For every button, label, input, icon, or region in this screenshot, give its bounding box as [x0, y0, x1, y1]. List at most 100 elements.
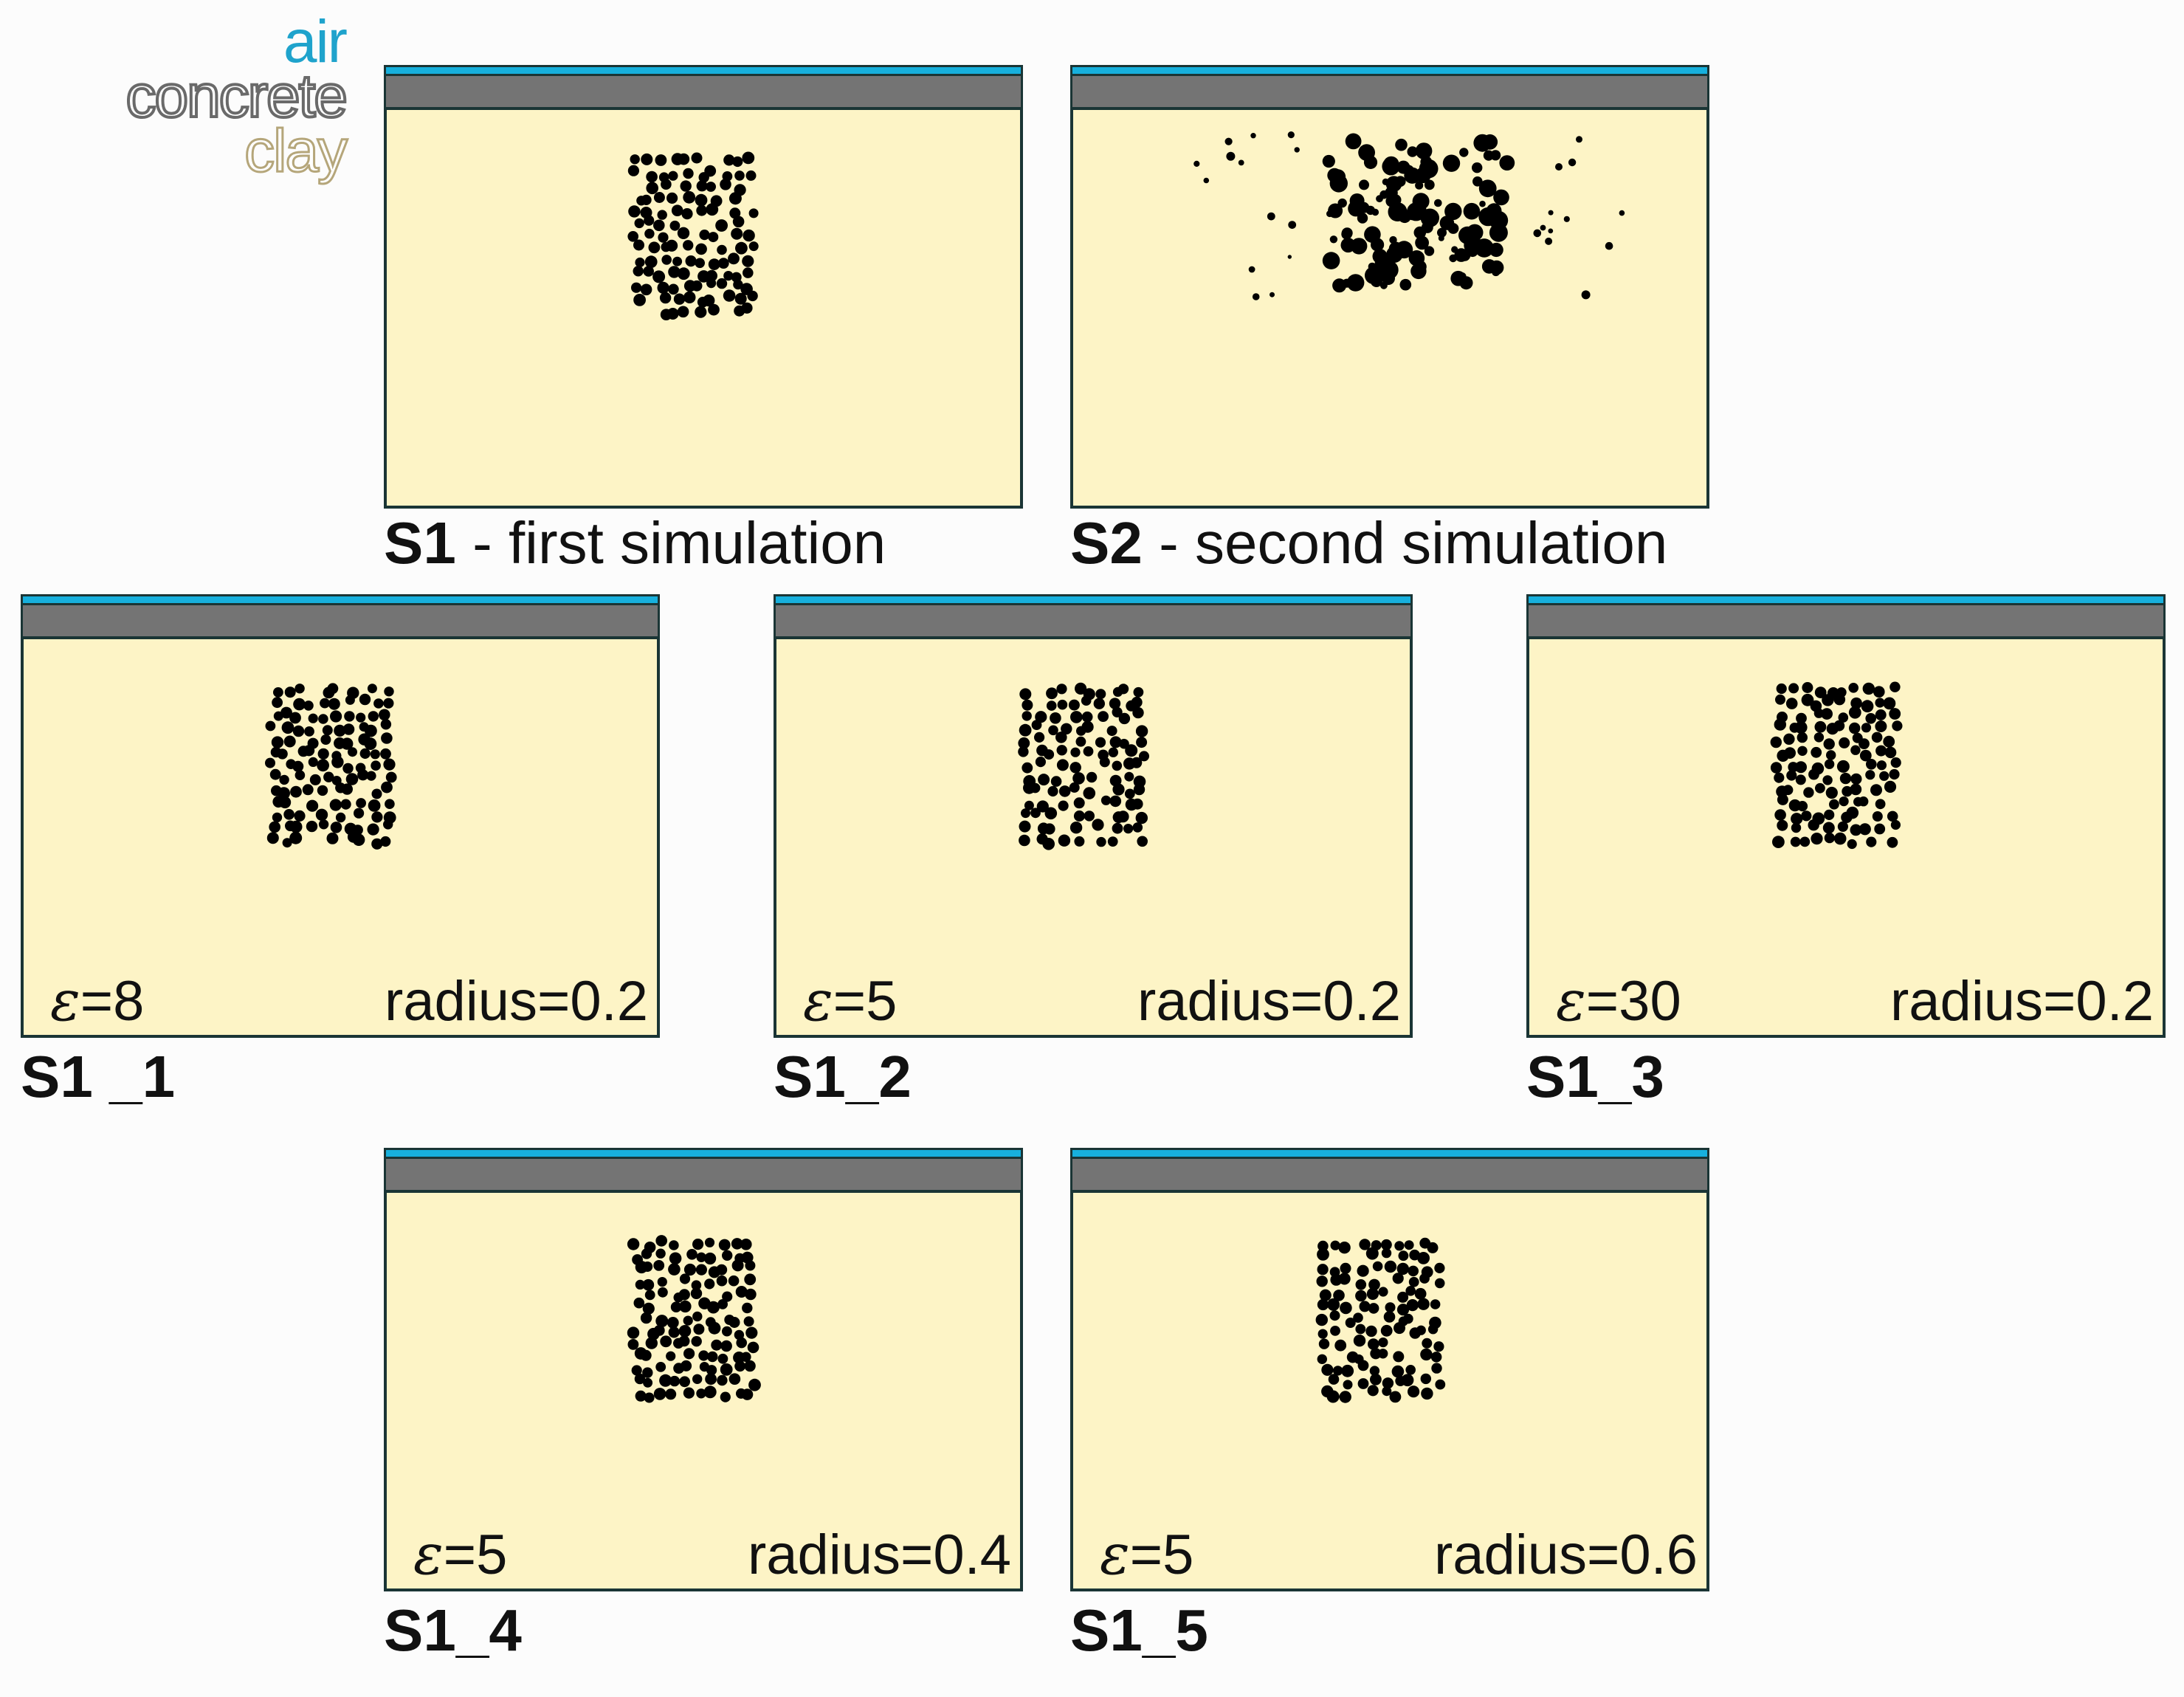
particle: [292, 760, 304, 772]
particle: [1328, 1374, 1340, 1385]
particle: [633, 266, 644, 277]
concrete-layer: [1070, 76, 1709, 107]
epsilon-value: =30: [1585, 970, 1681, 1033]
particle: [1408, 1265, 1419, 1277]
clay-layer: [21, 636, 660, 1038]
particle: [1884, 746, 1897, 759]
particle: [1034, 732, 1045, 743]
particle: [743, 267, 754, 278]
particle: [1048, 725, 1058, 736]
particle: [1333, 1290, 1345, 1301]
particle: [706, 1365, 717, 1376]
particle: [1833, 720, 1845, 732]
particle: [668, 1326, 680, 1338]
particle: [1775, 694, 1785, 705]
particle: [1825, 786, 1838, 799]
particle: [1136, 737, 1148, 748]
particle: [1123, 824, 1134, 834]
particle: [1315, 1313, 1328, 1326]
particle: [659, 292, 672, 304]
particle: [1489, 242, 1503, 258]
particle: [371, 760, 381, 771]
particle: [1193, 160, 1200, 167]
particle: [356, 712, 366, 723]
particle: [306, 820, 318, 833]
particle: [677, 306, 689, 318]
particle: [1801, 693, 1814, 706]
particle: [1540, 224, 1546, 231]
particle: [1069, 782, 1080, 793]
particle: [670, 1301, 682, 1312]
particle: [383, 758, 396, 771]
particle: [660, 1335, 672, 1348]
particle: [329, 799, 342, 811]
particle: [706, 278, 717, 289]
particle: [685, 255, 697, 267]
particle: [1605, 241, 1613, 250]
particle: [1415, 142, 1433, 159]
particle: [1397, 1291, 1409, 1303]
particle: [1022, 762, 1033, 774]
particle: [1083, 787, 1096, 799]
radius-label: radius=0.2: [1137, 970, 1401, 1033]
radius-label: radius=0.2: [384, 970, 648, 1033]
particle: [722, 1291, 733, 1302]
particle: [720, 1363, 733, 1376]
particle: [1859, 749, 1872, 762]
particle: [1478, 179, 1497, 198]
particle: [1018, 746, 1029, 757]
particle: [1044, 749, 1055, 760]
particle: [1548, 210, 1554, 216]
caption-s1-2: S1_2: [774, 1043, 912, 1111]
particle: [1490, 150, 1501, 161]
particle: [1117, 810, 1129, 823]
particle: [1814, 720, 1827, 733]
panel-s2: [1070, 65, 1709, 509]
particle: [1132, 822, 1143, 833]
particle: [690, 1287, 703, 1299]
particle: [1396, 1304, 1410, 1316]
particle: [653, 219, 665, 232]
particle: [1420, 1373, 1431, 1385]
particle: [640, 1349, 652, 1361]
particle: [1267, 212, 1275, 221]
particle: [720, 1340, 732, 1352]
particle: [1131, 757, 1143, 768]
particle: [1383, 1311, 1396, 1323]
particle: [272, 697, 283, 709]
caption-s1-5: S1_5: [1070, 1597, 1208, 1665]
particle: [1112, 706, 1123, 717]
particle: [1422, 221, 1433, 233]
particle: [717, 244, 727, 255]
particle: [1444, 202, 1462, 221]
particle: [364, 737, 377, 750]
particle: [742, 255, 754, 267]
particle: [322, 725, 333, 736]
particle: [266, 832, 279, 844]
particle: [1058, 785, 1071, 797]
particle: [1403, 165, 1415, 176]
particle: [728, 252, 740, 265]
particle: [1821, 708, 1833, 720]
particle: [1563, 216, 1570, 222]
particle: [1317, 1264, 1329, 1276]
particle: [693, 1323, 705, 1335]
particle: [1330, 1326, 1340, 1336]
particle: [665, 1388, 677, 1400]
particle: [352, 833, 365, 846]
particle: [696, 204, 708, 216]
particle: [669, 220, 681, 231]
particle: [1047, 785, 1058, 797]
particle: [1777, 819, 1788, 831]
epsilon-value: =8: [80, 970, 145, 1033]
particle: [716, 1264, 728, 1276]
particle: [371, 788, 382, 799]
particle: [1808, 768, 1819, 780]
particle: [1394, 1241, 1405, 1251]
particle: [703, 1386, 717, 1399]
particle: [328, 698, 340, 710]
particle: [699, 230, 710, 241]
panel-s1-2: ε=5 radius=0.2: [774, 594, 1413, 1038]
particle: [708, 258, 720, 270]
particle: [1399, 278, 1412, 291]
